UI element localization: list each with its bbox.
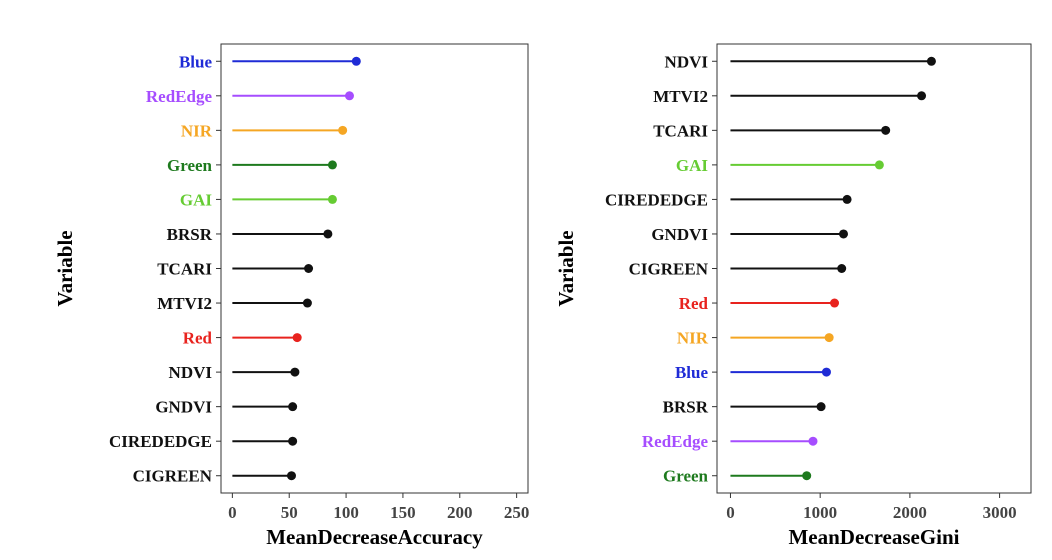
x-tick-label: 200 xyxy=(447,503,473,522)
y-tick-label: Blue xyxy=(675,363,709,382)
y-tick-label: CIREDEDGE xyxy=(605,190,708,209)
y-tick-label: NIR xyxy=(181,121,213,140)
y-tick-label: Green xyxy=(167,156,213,175)
lollipop-point xyxy=(808,436,818,446)
lollipop-point xyxy=(830,298,840,308)
lollipop-point xyxy=(842,194,852,204)
lollipop-point xyxy=(824,333,834,343)
chart-panel-2: NDVI MTVI2 TCARI GAI CIREDEDGE GNDVI CIGREEN Re… xyxy=(554,43,1032,549)
lollipop-point xyxy=(288,402,298,412)
lollipop-point xyxy=(344,91,354,101)
y-tick-label: RedEdge xyxy=(642,432,709,451)
x-tick-label: 50 xyxy=(281,503,298,522)
y-tick-label: NDVI xyxy=(665,52,709,71)
y-tick-label: NDVI xyxy=(169,363,213,382)
y-tick-label: TCARI xyxy=(157,260,212,279)
y-tick-label: GNDVI xyxy=(651,225,708,244)
x-tick-label: 250 xyxy=(504,503,530,522)
lollipop-point xyxy=(323,229,333,239)
x-tick-label: 2000 xyxy=(893,503,927,522)
lollipop-point xyxy=(838,229,848,239)
y-tick-label: RedEdge xyxy=(146,87,213,106)
y-tick-label: MTVI2 xyxy=(653,87,708,106)
lollipop-point xyxy=(926,56,936,66)
lollipop-point xyxy=(286,471,296,481)
x-tick-label: 100 xyxy=(333,503,359,522)
lollipop-point xyxy=(292,333,302,343)
y-tick-label: GNDVI xyxy=(155,398,212,417)
x-tick-label: 3000 xyxy=(983,503,1017,522)
y-tick-label: TCARI xyxy=(653,121,708,140)
lollipop-point xyxy=(351,56,361,66)
x-tick-label: 1000 xyxy=(803,503,837,522)
y-tick-label: GAI xyxy=(180,190,213,209)
x-tick-label: 0 xyxy=(726,503,735,522)
x-tick-label: 150 xyxy=(390,503,416,522)
lollipop-point xyxy=(874,160,884,170)
y-tick-label: GAI xyxy=(676,156,709,175)
lollipop-point xyxy=(327,160,337,170)
lollipop-point xyxy=(290,367,300,377)
y-tick-label: Green xyxy=(663,467,709,486)
y-tick-label: Blue xyxy=(179,52,213,71)
lollipop-point xyxy=(302,298,312,308)
y-axis-title: Variable xyxy=(53,230,77,306)
lollipop-point xyxy=(802,471,812,481)
lollipop-point xyxy=(304,264,314,273)
lollipop-point xyxy=(821,367,831,377)
y-tick-label: Red xyxy=(183,329,213,348)
lollipop-point xyxy=(288,436,298,446)
x-tick-label: 0 xyxy=(228,503,237,522)
lollipop-point xyxy=(816,402,826,412)
lollipop-point xyxy=(917,91,927,101)
y-tick-label: CIGREEN xyxy=(629,260,709,279)
y-tick-label: NIR xyxy=(677,329,709,348)
x-axis-title: MeanDecreaseAccuracy xyxy=(266,525,483,549)
lollipop-point xyxy=(338,125,348,135)
lollipop-point xyxy=(881,125,891,135)
y-tick-label: BRSR xyxy=(167,225,213,244)
y-axis-title: Variable xyxy=(554,230,578,306)
chart-panel-1: Blue RedEdge NIR Green GAI BRSR TCARI MTVI2 Red N… xyxy=(53,43,530,549)
y-tick-label: CIGREEN xyxy=(133,467,213,486)
lollipop-point xyxy=(837,264,847,273)
y-tick-label: MTVI2 xyxy=(157,294,212,313)
y-tick-label: BRSR xyxy=(663,398,709,417)
x-axis-title: MeanDecreaseGini xyxy=(788,525,959,549)
y-tick-label: Red xyxy=(679,294,709,313)
y-tick-label: CIREDEDGE xyxy=(109,432,212,451)
lollipop-point xyxy=(327,194,337,204)
